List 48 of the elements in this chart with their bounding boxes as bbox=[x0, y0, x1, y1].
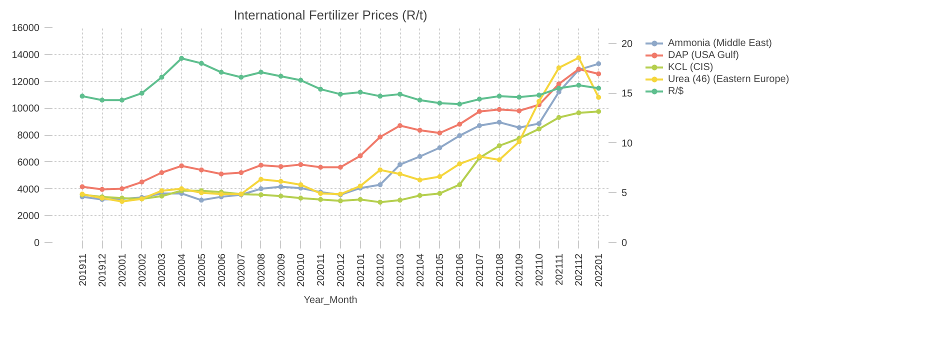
legend-label: R/$ bbox=[668, 85, 685, 97]
y2-tick-label: 10 bbox=[622, 138, 634, 150]
chart-title: International Fertilizer Prices (R/t) bbox=[234, 8, 428, 22]
legend-label: Urea (46) (Eastern Europe) bbox=[668, 73, 790, 85]
y-tick-label: 6000 bbox=[17, 157, 40, 168]
x-tick-label: 202112 bbox=[574, 253, 586, 286]
x-tick-label: 201911 bbox=[78, 253, 89, 286]
x-tick-label: 202201 bbox=[594, 253, 606, 287]
x-axis-title: Year_Month bbox=[304, 294, 358, 306]
y-tick-label: 4000 bbox=[17, 184, 40, 196]
legend-label: Ammonia (Middle East) bbox=[668, 37, 772, 49]
x-tick-label: 202103 bbox=[396, 253, 407, 287]
x-tick-label: 202102 bbox=[376, 253, 387, 287]
x-tick-label: 202110 bbox=[534, 253, 546, 286]
x-tick-label: 202107 bbox=[474, 253, 486, 287]
y2-tick-label: 0 bbox=[622, 238, 628, 249]
x-tick-label: 202007 bbox=[236, 253, 248, 287]
legend-label: DAP (USA Gulf) bbox=[668, 49, 739, 61]
y2-tick-label: 15 bbox=[622, 88, 634, 100]
x-tick-label: 202003 bbox=[157, 253, 168, 287]
x-tick-label: 202008 bbox=[256, 253, 268, 287]
y-tick-label: 14000 bbox=[12, 50, 40, 61]
x-tick-label: 202101 bbox=[356, 253, 367, 287]
legend-label: KCL (CIS) bbox=[668, 61, 714, 73]
x-tick-label: 202109 bbox=[514, 253, 526, 287]
x-tick-label: 202005 bbox=[196, 253, 208, 287]
y-tick-label: 12000 bbox=[12, 76, 40, 88]
x-tick-label: 202106 bbox=[455, 253, 466, 287]
x-tick-label: 202111 bbox=[554, 253, 566, 286]
x-tick-label: 202108 bbox=[494, 253, 506, 287]
x-tick-label: 202105 bbox=[435, 253, 446, 287]
x-tick-label: 202010 bbox=[296, 253, 308, 287]
x-tick-label: 202012 bbox=[336, 253, 347, 287]
x-tick-label: 202001 bbox=[117, 253, 128, 287]
x-tick-label: 202002 bbox=[137, 253, 148, 287]
y-tick-label: 8000 bbox=[17, 130, 40, 142]
x-tick-label: 202006 bbox=[216, 253, 228, 287]
x-tick-label: 202104 bbox=[415, 253, 426, 287]
y-tick-label: 16000 bbox=[12, 23, 40, 34]
x-tick-label: 201912 bbox=[98, 253, 109, 287]
x-tick-label: 202004 bbox=[177, 253, 188, 287]
y-tick-label: 0 bbox=[34, 238, 40, 249]
y-tick-label: 10000 bbox=[12, 104, 40, 115]
x-tick-label: 202011 bbox=[316, 253, 328, 286]
y2-tick-label: 5 bbox=[622, 188, 628, 200]
y-tick-label: 2000 bbox=[17, 211, 40, 222]
y2-tick-label: 20 bbox=[622, 38, 634, 50]
x-tick-label: 202009 bbox=[276, 253, 288, 287]
